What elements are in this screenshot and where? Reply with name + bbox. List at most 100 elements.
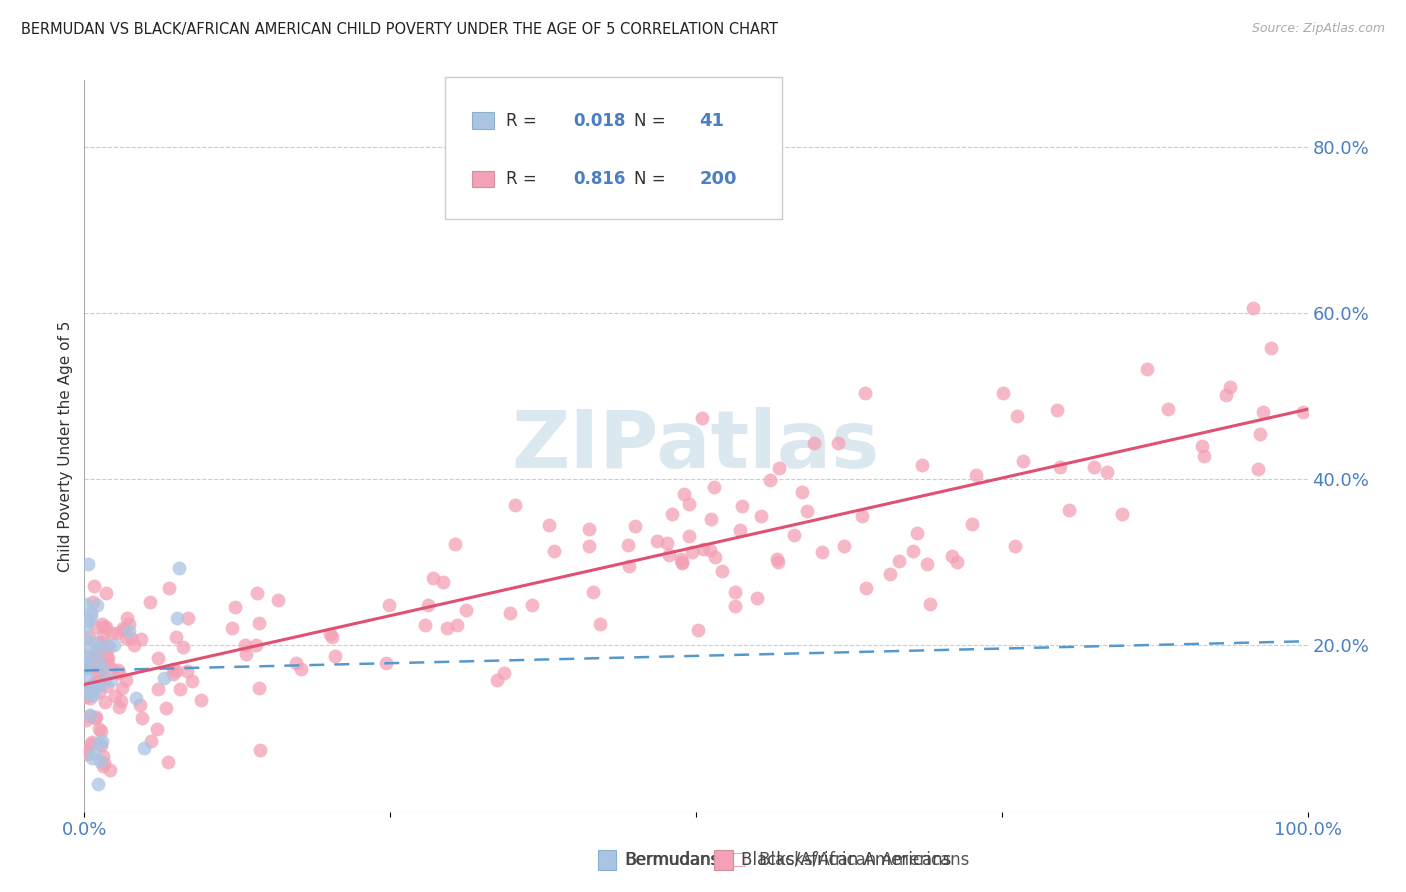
Point	[100, 673, 122, 687]
Point	[129, 632, 152, 647]
Point	[94, 638, 117, 652]
Point	[84, 620, 107, 634]
Point	[624, 519, 647, 533]
Text: R =: R =	[506, 170, 541, 188]
Point	[80, 606, 103, 620]
Point	[96, 649, 118, 664]
Point	[129, 698, 152, 712]
Point	[114, 631, 136, 645]
Point	[446, 618, 468, 632]
Point	[86, 642, 108, 657]
Point	[103, 638, 125, 652]
Point	[1049, 460, 1071, 475]
Point	[703, 480, 725, 494]
Point	[796, 504, 818, 518]
Point	[1247, 462, 1270, 476]
Point	[87, 654, 110, 668]
Point	[1292, 404, 1315, 418]
Point	[1004, 540, 1026, 554]
Point	[1012, 454, 1035, 468]
Point	[413, 617, 436, 632]
Point	[82, 735, 104, 749]
Point	[991, 385, 1014, 400]
Point	[485, 673, 508, 687]
Point	[96, 657, 118, 672]
Point	[855, 581, 877, 595]
Point	[84, 710, 107, 724]
Point	[146, 681, 169, 696]
Point	[247, 681, 270, 696]
Point	[378, 598, 401, 612]
Text: □: □	[596, 851, 613, 869]
Point	[89, 755, 111, 769]
Text: R =: R =	[506, 112, 541, 129]
Point	[1046, 402, 1069, 417]
Point	[146, 651, 169, 665]
Point	[104, 690, 127, 704]
Point	[247, 616, 270, 631]
Point	[114, 673, 136, 687]
Point	[181, 673, 204, 688]
Bar	[472, 171, 494, 187]
Point	[285, 656, 308, 670]
Point	[221, 621, 243, 635]
Text: 200: 200	[699, 170, 737, 188]
Point	[901, 544, 924, 558]
Point	[172, 640, 194, 655]
Point	[492, 665, 515, 680]
Point	[543, 544, 565, 558]
Point	[747, 591, 769, 605]
Point	[80, 737, 103, 751]
Point	[1136, 362, 1159, 376]
Point	[728, 523, 751, 537]
Point	[522, 598, 544, 612]
Point	[83, 711, 105, 725]
Point	[87, 722, 110, 736]
Point	[96, 679, 118, 693]
Point	[176, 664, 198, 678]
Point	[112, 623, 135, 637]
Text: 0.018: 0.018	[574, 112, 626, 129]
Point	[87, 777, 110, 791]
Point	[436, 621, 458, 635]
Point	[588, 617, 610, 632]
Point	[93, 639, 115, 653]
Point	[790, 485, 813, 500]
Point	[86, 655, 108, 669]
Point	[75, 651, 97, 665]
Point	[681, 544, 703, 558]
Point	[75, 632, 97, 646]
Point	[811, 545, 834, 559]
Point	[1192, 449, 1215, 463]
Point	[731, 499, 754, 513]
Point	[783, 528, 806, 542]
Point	[90, 738, 112, 752]
Point	[803, 435, 825, 450]
Text: N =: N =	[634, 112, 671, 129]
Point	[190, 693, 212, 707]
Point	[422, 571, 444, 585]
Point	[671, 556, 693, 570]
Point	[77, 708, 100, 723]
Point	[454, 603, 477, 617]
Point	[105, 625, 128, 640]
Point	[77, 631, 100, 645]
Point	[131, 711, 153, 725]
Point	[112, 621, 135, 635]
Point	[76, 670, 98, 684]
Point	[87, 679, 110, 693]
Point	[655, 536, 678, 550]
Point	[323, 648, 346, 663]
Point	[1057, 503, 1080, 517]
Point	[768, 555, 790, 569]
Point	[97, 652, 120, 666]
Point	[75, 684, 97, 698]
Point	[75, 659, 97, 673]
Point	[101, 662, 124, 676]
Point	[692, 410, 714, 425]
Point	[671, 552, 693, 566]
Point	[578, 522, 600, 536]
Text: N =: N =	[634, 170, 671, 188]
Point	[76, 619, 98, 633]
Point	[76, 747, 98, 761]
